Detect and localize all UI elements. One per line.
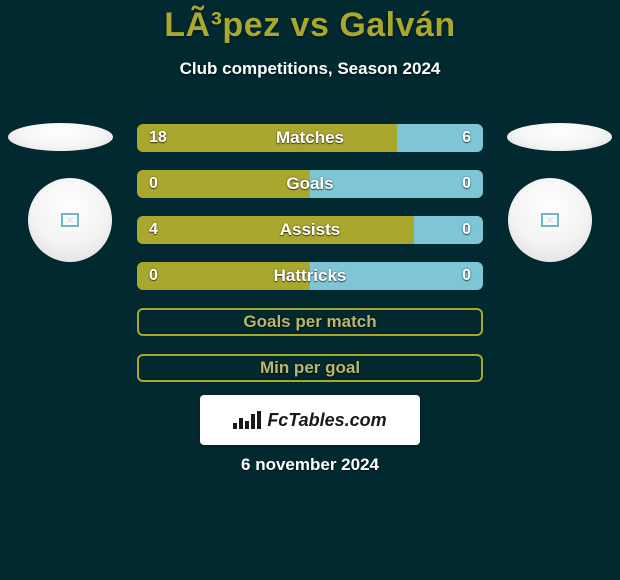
logo-bars-icon (233, 411, 261, 429)
page-title: LÃ³pez vs Galván (0, 6, 620, 45)
stat-row: 186Matches (137, 124, 483, 152)
stat-label: Goals (137, 170, 483, 198)
stats-bars: 186Matches 00Goals 40Assists 00Hattricks Goa… (137, 124, 483, 400)
image-placeholder-icon (541, 213, 559, 227)
stat-row: 00Goals (137, 170, 483, 198)
stat-label: Goals per match (139, 310, 481, 334)
player-right-avatar (508, 178, 592, 262)
fctables-logo: FcTables.com (200, 395, 420, 445)
stat-label: Assists (137, 216, 483, 244)
stat-row: Goals per match (137, 308, 483, 336)
player-right-oval (507, 123, 612, 151)
logo-text: FcTables.com (267, 410, 386, 431)
stat-label: Min per goal (139, 356, 481, 380)
player-left-oval (8, 123, 113, 151)
subtitle: Club competitions, Season 2024 (0, 59, 620, 79)
stat-label: Hattricks (137, 262, 483, 290)
stat-row: 00Hattricks (137, 262, 483, 290)
image-placeholder-icon (61, 213, 79, 227)
player-left-avatar (28, 178, 112, 262)
footer-date: 6 november 2024 (0, 455, 620, 475)
stat-row: 40Assists (137, 216, 483, 244)
content-root: LÃ³pez vs Galván Club competitions, Seas… (0, 0, 620, 580)
stat-row: Min per goal (137, 354, 483, 382)
stat-label: Matches (137, 124, 483, 152)
